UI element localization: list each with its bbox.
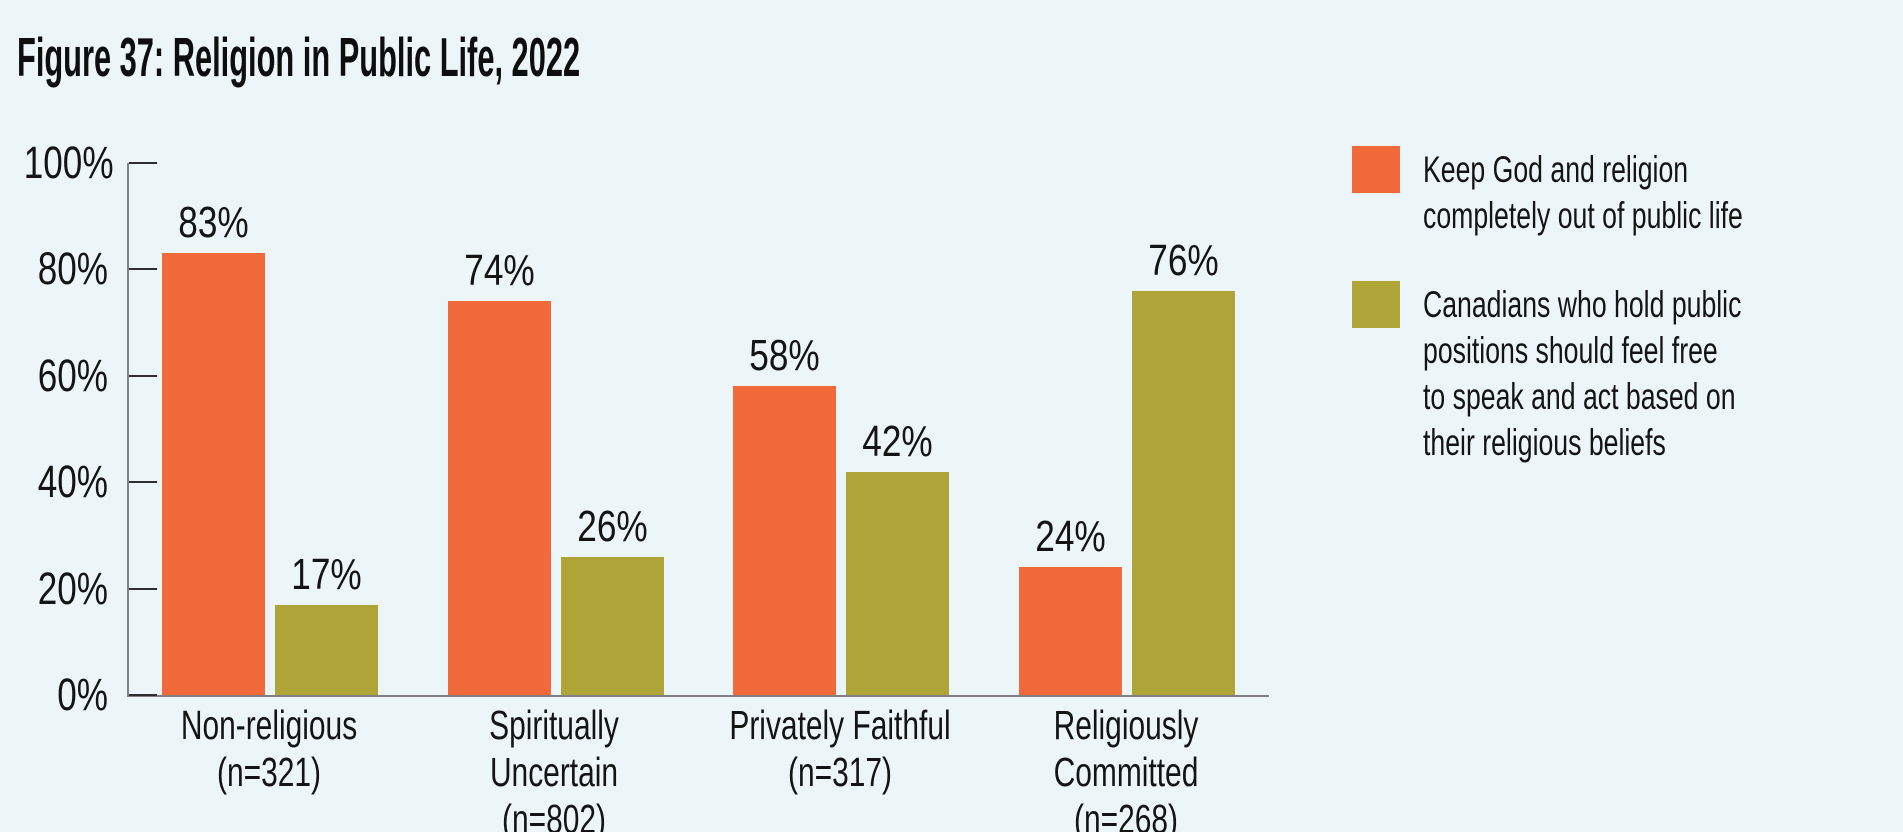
- y-tick-mark-40: [129, 481, 157, 484]
- legend-swatch-speak-act-freely: [1352, 281, 1400, 328]
- y-tick-label-20: 20%: [37, 562, 109, 614]
- figure-title: Figure 37: Religion in Public Life, 2022: [17, 26, 581, 88]
- value-label-keep-god-out-spiritually-uncertain: 74%: [464, 246, 535, 295]
- x-label-privately-faithful: Privately Faithful (n=317): [723, 702, 957, 796]
- x-label-n: (n=317): [787, 749, 893, 795]
- value-label-keep-god-out-non-religious: 83%: [178, 198, 249, 247]
- y-tick-mark-0: [129, 694, 157, 696]
- bar-speak-act-freely-privately-faithful: [846, 472, 949, 695]
- value-label-speak-act-freely-religiously-committed: 76%: [1148, 236, 1219, 285]
- value-label-speak-act-freely-privately-faithful: 42%: [862, 417, 933, 466]
- x-label-spiritually-uncertain: Spiritually Uncertain (n=802): [437, 702, 671, 832]
- x-label-category: Non-religious: [180, 702, 358, 748]
- y-tick-label-80: 80%: [37, 243, 109, 295]
- x-label-category: Spiritually Uncertain: [489, 702, 619, 795]
- x-label-category: Religiously Committed: [1053, 702, 1199, 795]
- y-tick-mark-80: [129, 268, 157, 271]
- y-tick-mark-20: [129, 587, 157, 590]
- x-label-religiously-committed: Religiously Committed (n=268): [1009, 702, 1243, 832]
- value-label-speak-act-freely-spiritually-uncertain: 26%: [577, 502, 648, 551]
- y-tick-label-60: 60%: [37, 349, 109, 401]
- x-label-n: (n=802): [501, 796, 607, 832]
- bar-speak-act-freely-non-religious: [275, 605, 378, 695]
- x-label-n: (n=321): [216, 749, 322, 795]
- legend-label-speak-act-freely: Canadians who hold public positions shou…: [1423, 284, 1742, 463]
- bar-keep-god-out-religiously-committed: [1019, 567, 1122, 695]
- x-label-n: (n=268): [1073, 796, 1179, 832]
- y-tick-mark-60: [129, 374, 157, 377]
- x-label-category: Privately Faithful: [729, 702, 951, 748]
- bar-speak-act-freely-religiously-committed: [1132, 291, 1235, 695]
- value-label-speak-act-freely-non-religious: 17%: [291, 550, 362, 599]
- legend-label-keep-god-out: Keep God and religion completely out of …: [1423, 149, 1743, 236]
- value-label-keep-god-out-privately-faithful: 58%: [749, 331, 820, 380]
- y-tick-label-100: 100%: [23, 137, 114, 188]
- bar-keep-god-out-spiritually-uncertain: [448, 301, 551, 695]
- bar-speak-act-freely-spiritually-uncertain: [561, 557, 664, 695]
- y-tick-mark-100: [129, 162, 157, 164]
- y-tick-label-0: 0%: [57, 669, 108, 720]
- y-tick-label-40: 40%: [37, 456, 109, 508]
- bar-keep-god-out-privately-faithful: [733, 386, 836, 695]
- chart-plot-area: 83% 74% 58% 24% 17% 26% 42% 76%: [127, 162, 1269, 697]
- legend-swatch-keep-god-out: [1352, 146, 1400, 193]
- value-label-keep-god-out-religiously-committed: 24%: [1035, 512, 1106, 561]
- x-label-non-religious: Non-religious (n=321): [152, 702, 386, 796]
- bar-keep-god-out-non-religious: [162, 253, 265, 695]
